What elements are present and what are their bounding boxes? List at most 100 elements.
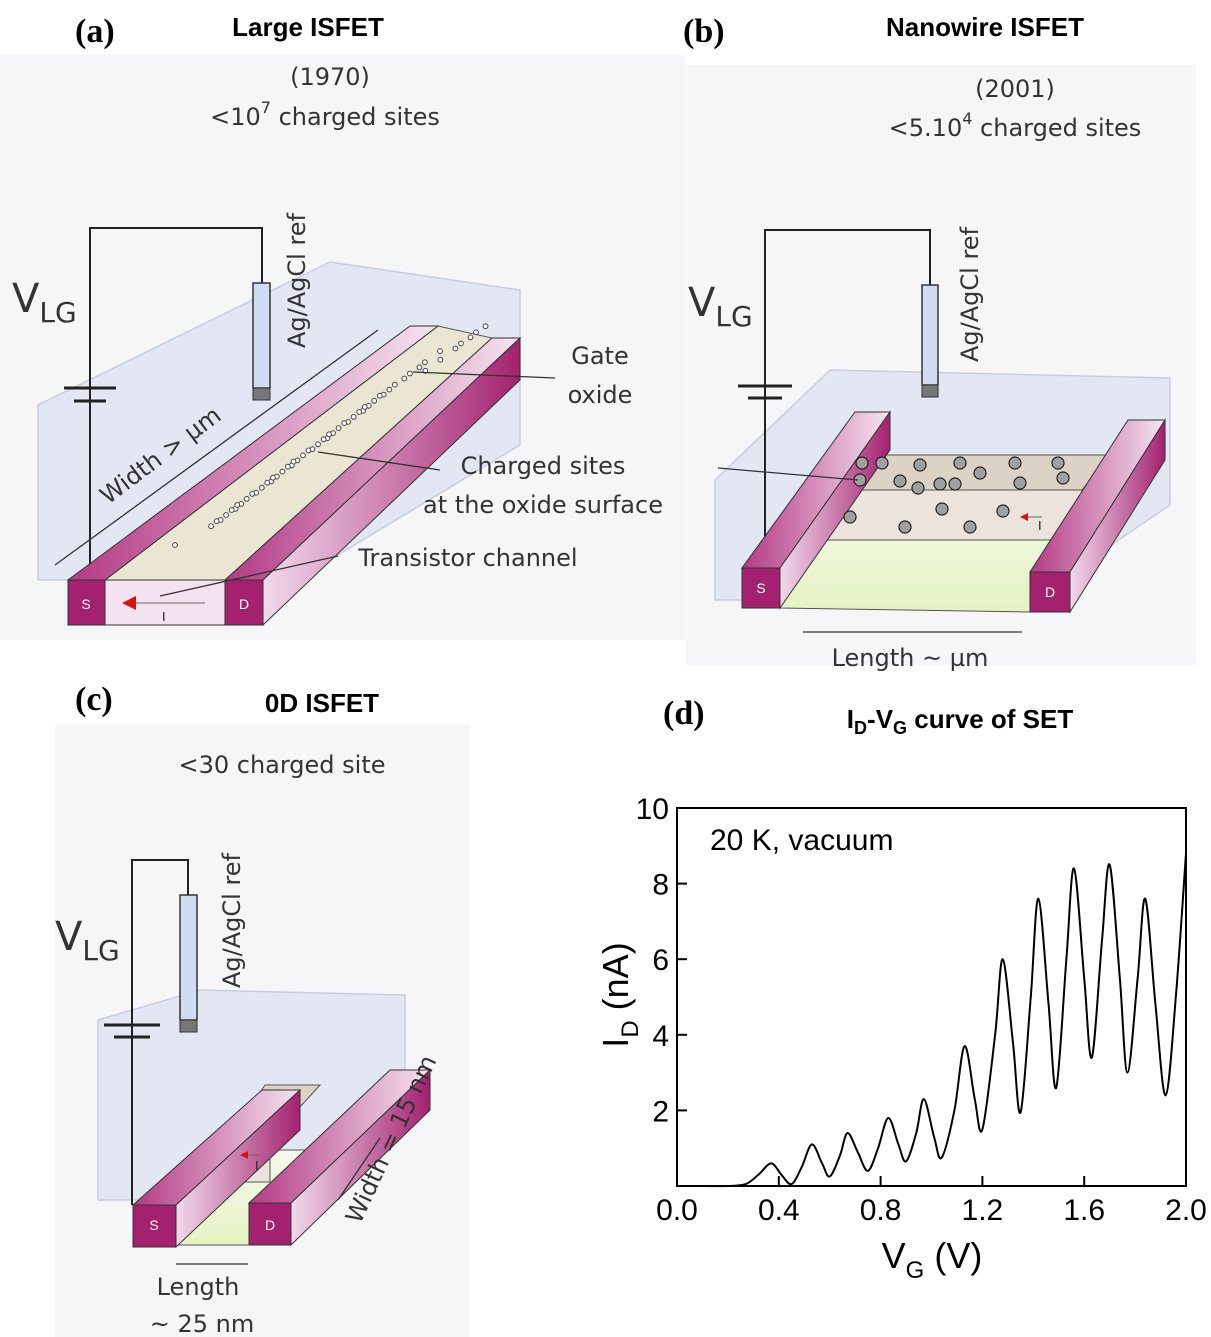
title-part: I: [847, 704, 854, 734]
charged-site: [387, 387, 392, 392]
drain-label: D: [239, 596, 249, 612]
charged-site: [954, 457, 966, 469]
y-axis-label: ID (nA): [595, 942, 644, 1047]
annotation: 20 K, vacuum: [710, 824, 893, 857]
y-tick-label: 10: [636, 793, 669, 826]
charged-site: [936, 503, 948, 515]
reference-electrode: [180, 895, 197, 1020]
electrode-cap: [253, 388, 270, 400]
charged-site: [934, 478, 946, 490]
voltage-sub: LG: [715, 300, 752, 333]
charged-site: [280, 469, 285, 474]
length-label: Length: [157, 1273, 240, 1301]
charged-site: [423, 360, 428, 365]
current-label: I: [255, 1158, 259, 1173]
panel-title: 0D ISFET: [265, 688, 379, 718]
charged-site: [342, 421, 347, 426]
charged-site: [468, 335, 473, 340]
axis-label-sub: D: [617, 1020, 644, 1037]
charged-site: [1052, 457, 1064, 469]
charged-site: [899, 521, 911, 533]
charged-site: [1009, 457, 1021, 469]
charged-site: [377, 393, 382, 398]
reference-label: Ag/AgCl ref: [956, 226, 984, 362]
charged-site: [214, 519, 219, 524]
y-tick-label: 8: [652, 869, 669, 902]
charged-site: [357, 410, 362, 415]
figure: (a) Large ISFET (1970) <107 charged site…: [0, 0, 1211, 1337]
year: (2001): [975, 75, 1055, 103]
x-tick-label: 1.6: [1063, 1194, 1105, 1227]
panel-label: (a): [75, 13, 115, 50]
title-part: curve of SET: [907, 704, 1073, 734]
current-label: I: [162, 609, 166, 624]
charged-site: [259, 485, 264, 490]
length-label: ~ 25 nm: [150, 1310, 255, 1337]
sites-exponent: 4: [962, 109, 972, 128]
page: ISFET figure {"panel_a": {"label": "(a)"…: [0, 0, 1211, 1337]
voltage-main: V: [688, 280, 716, 326]
y-tick-label: 2: [652, 1095, 669, 1128]
title-sub: D: [854, 718, 867, 738]
charged-site: [949, 478, 961, 490]
sites-text: <5.104 charged sites: [889, 109, 1142, 142]
charged-site: [438, 357, 443, 362]
voltage-main: V: [12, 276, 40, 322]
charged-site: [372, 398, 377, 403]
title-part: -V: [867, 704, 894, 734]
body: (a) Large ISFET (1970) <107 charged site…: [0, 0, 1211, 1337]
charged-site: [408, 371, 413, 376]
panel-a: (a) Large ISFET (1970) <107 charged site…: [0, 12, 685, 640]
panel-title: Nanowire ISFET: [886, 12, 1084, 42]
reference-label: Ag/AgCl ref: [283, 212, 311, 348]
charged-site: [856, 457, 868, 469]
charged-site: [265, 480, 270, 485]
gate-oxide-label: Gate: [571, 342, 628, 370]
current-label: I: [1038, 518, 1042, 533]
charged-site: [224, 513, 229, 518]
axis-label-part: (V): [924, 1235, 982, 1276]
sites-prefix: <10: [210, 103, 261, 131]
x-tick-label: 0.0: [656, 1194, 698, 1227]
charged-site: [912, 482, 924, 494]
axis-label-part: V: [882, 1235, 906, 1276]
panel-title: Large ISFET: [232, 12, 384, 42]
reference-electrode: [253, 283, 270, 388]
x-tick-label: 0.8: [860, 1194, 902, 1227]
x-axis-label: VG (V): [882, 1235, 983, 1284]
charged-site: [459, 341, 464, 346]
electrode-cap: [180, 1020, 197, 1032]
source-label: S: [149, 1217, 158, 1233]
charged-site: [244, 497, 249, 502]
charged-site: [250, 492, 255, 497]
panel-c: (c) 0D ISFET <30 charged site VLG Ag/AgC…: [55, 681, 470, 1337]
panel-label: (b): [683, 13, 725, 50]
channel-label: Transistor channel: [357, 544, 577, 572]
charged-site: [362, 405, 367, 410]
gate-oxide-label: oxide: [568, 381, 633, 409]
axis-label-part: (nA): [595, 942, 636, 1020]
charged-site: [453, 346, 458, 351]
length-label: Length ~ µm: [832, 644, 989, 672]
source-label: S: [756, 580, 765, 596]
x-tick-label: 0.4: [758, 1194, 800, 1227]
sites-suffix: charged sites: [972, 114, 1141, 142]
y-tick-label: 4: [652, 1020, 669, 1053]
charged-site: [974, 467, 986, 479]
charged-site: [844, 511, 856, 523]
sites-prefix: <5.10: [889, 114, 963, 142]
charged-site: [402, 376, 407, 381]
drain-label: D: [265, 1217, 275, 1233]
voltage-main: V: [55, 914, 83, 960]
charged-site: [483, 324, 488, 329]
charged-site: [997, 505, 1009, 517]
charged-site: [235, 503, 240, 508]
charged-site: [306, 448, 311, 453]
charged-site: [392, 382, 397, 387]
panel-b: (b) Nanowire ISFET (2001) <5.104 charged…: [683, 12, 1196, 672]
reference-label: Ag/AgCl ref: [218, 852, 246, 988]
drain-label: D: [1045, 584, 1055, 600]
nanowire-front: [828, 490, 1082, 540]
charged-site: [327, 432, 332, 437]
electrode-cap: [922, 385, 938, 397]
